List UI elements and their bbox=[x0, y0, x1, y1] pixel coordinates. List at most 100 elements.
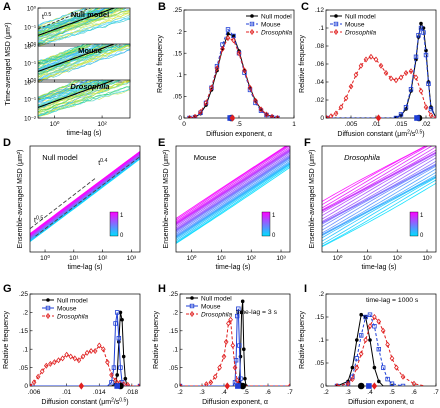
y-tick-label: 10⁻² bbox=[24, 44, 36, 50]
trajectory bbox=[38, 80, 78, 99]
data-point bbox=[354, 356, 359, 361]
x-tick-label: 10⁰ bbox=[40, 254, 50, 262]
data-point bbox=[114, 310, 120, 315]
data-point bbox=[223, 338, 229, 345]
data-point bbox=[242, 67, 247, 74]
data-point bbox=[96, 342, 102, 349]
x-tick-label: .02 bbox=[421, 121, 430, 128]
trajectory bbox=[38, 80, 99, 98]
legend-label: Mouse bbox=[345, 21, 365, 28]
data-point bbox=[225, 27, 231, 32]
data-point bbox=[372, 323, 377, 329]
series-line-null-model bbox=[189, 33, 278, 118]
x-tick-label: .6 bbox=[265, 389, 271, 396]
subpanel-null-model: t0.5 Null model 10⁰ 10⁻¹ 10⁻² bbox=[24, 5, 131, 50]
axes-frame bbox=[325, 293, 437, 387]
trajectory bbox=[38, 80, 105, 110]
trajectory bbox=[38, 80, 99, 106]
trajectory-bundle bbox=[38, 8, 130, 46]
ensemble-msd-curve bbox=[322, 146, 429, 209]
data-point bbox=[258, 106, 264, 113]
y-tick-label: .06 bbox=[315, 61, 324, 68]
data-point bbox=[43, 362, 49, 369]
data-point bbox=[426, 81, 431, 86]
data-point bbox=[367, 323, 373, 330]
data-point bbox=[240, 299, 245, 304]
data-point bbox=[377, 379, 381, 384]
data-point bbox=[372, 365, 377, 370]
ensemble-msd-curve bbox=[176, 163, 290, 241]
trajectory bbox=[38, 44, 94, 66]
ensemble-msd-curve bbox=[322, 165, 436, 234]
data-point bbox=[39, 368, 45, 375]
data-point bbox=[109, 371, 114, 378]
y-tick-label: .25 bbox=[19, 291, 28, 298]
axes-frame bbox=[321, 145, 437, 253]
data-point bbox=[236, 306, 241, 311]
x-tick-label: 10⁰ bbox=[50, 120, 60, 128]
trajectory bbox=[38, 44, 93, 66]
y-tick-label: 10⁻¹ bbox=[24, 61, 36, 67]
data-point bbox=[358, 333, 364, 338]
data-point bbox=[247, 84, 253, 91]
data-point bbox=[118, 310, 123, 315]
data-point bbox=[358, 350, 364, 357]
x-axis-label: time-lag (s) bbox=[215, 264, 250, 271]
data-point bbox=[353, 71, 359, 78]
reference-slope-line bbox=[35, 156, 140, 237]
data-point bbox=[433, 115, 436, 118]
y-tick-label: .15 bbox=[19, 328, 28, 335]
subpanel-mouse: Mouse 10⁰ 10⁻¹ 10⁻² bbox=[24, 41, 131, 86]
mean-marker bbox=[371, 382, 378, 390]
mean-marker bbox=[414, 115, 420, 121]
data-point bbox=[363, 56, 369, 63]
data-point bbox=[30, 383, 33, 386]
data-point bbox=[287, 383, 290, 386]
ensemble-msd-curve bbox=[322, 163, 436, 225]
y-tick-label: 10⁰ bbox=[27, 5, 37, 12]
ensemble-msd-curve bbox=[322, 171, 436, 236]
panel-E: E Mouse 10⁰ 10¹ 10² 10³ time-lag (s) Ensemble-a… bbox=[158, 137, 291, 271]
mean-marker bbox=[366, 383, 372, 389]
ensemble-msd-curve bbox=[176, 150, 290, 229]
data-point bbox=[413, 54, 419, 59]
data-point bbox=[242, 347, 246, 352]
data-point bbox=[389, 355, 395, 362]
data-point bbox=[109, 380, 114, 385]
y-tick-label: .02 bbox=[315, 97, 324, 104]
data-point bbox=[198, 108, 203, 115]
data-point bbox=[389, 381, 395, 386]
data-point bbox=[398, 112, 404, 117]
x-tick-label: 10¹ bbox=[217, 255, 227, 262]
legend-label: Null model bbox=[201, 295, 232, 302]
y-tick-label: .25 bbox=[169, 291, 178, 298]
y-tick-label: .15 bbox=[315, 314, 324, 321]
panel-label: Drosophila bbox=[344, 153, 380, 162]
data-point bbox=[354, 364, 360, 371]
trajectory bbox=[38, 8, 96, 30]
y-tick-label: 10⁻² bbox=[24, 116, 36, 122]
data-point bbox=[234, 377, 240, 384]
panel-I: I .2 .3 .4 .5 .6 .7 0 .05 .1 .15 .2 Diffusion expone… bbox=[299, 283, 439, 406]
y-tick-label: .1 bbox=[177, 72, 183, 79]
series-line-drosophila bbox=[180, 318, 290, 386]
panel-letter-B: B bbox=[158, 1, 166, 13]
data-point bbox=[424, 48, 428, 53]
plot-area bbox=[176, 146, 290, 244]
data-point bbox=[269, 113, 275, 118]
panel-A: At0.5 Null model 10⁰ 10⁻¹ 10⁻² Mouse 10⁰ 10⁻¹ 10… bbox=[3, 1, 131, 137]
data-point bbox=[376, 346, 381, 352]
panel-H: H .2 .3 .4 .5 .6 .7 0 .05 .1 .15 .2 .25 Diffusion exp… bbox=[153, 283, 293, 406]
legend-label: Null model bbox=[261, 13, 292, 20]
x-axis-label: Diffusion exponent, α bbox=[202, 399, 268, 406]
colorbar-min-label: 0 bbox=[420, 233, 424, 239]
plot-area bbox=[334, 312, 426, 386]
data-point bbox=[408, 68, 414, 75]
panel-B: B 0 .5 1 0 .05 .1 .15 .2 .25 Diffusion exponent, α… bbox=[157, 1, 296, 138]
data-point bbox=[137, 383, 140, 386]
ensemble-msd-curve bbox=[176, 160, 290, 238]
x-tick-label: 0 bbox=[182, 121, 186, 128]
data-point bbox=[400, 373, 406, 380]
data-point bbox=[376, 318, 382, 325]
x-axis-label: Diffusion constant (μm2/s0.5) bbox=[41, 398, 128, 407]
